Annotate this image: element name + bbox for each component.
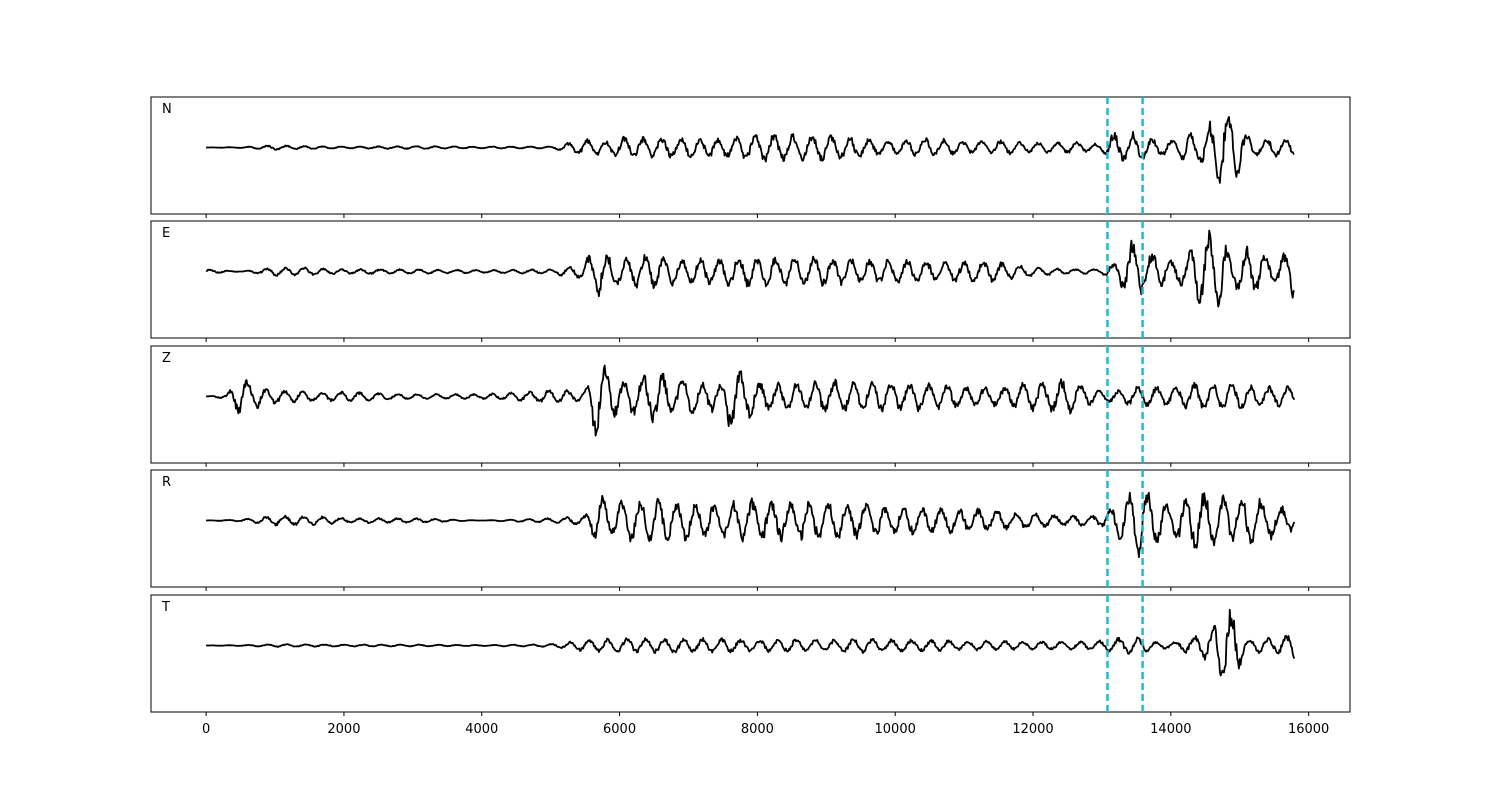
trace-panel-r: R — [150, 469, 1351, 591]
trace-panel-e: E — [150, 220, 1351, 342]
panel-label-r: R — [162, 475, 171, 490]
panel-frame — [150, 594, 1351, 713]
x-tick-label: 16000 — [1288, 722, 1329, 737]
waveform-line-n — [206, 116, 1295, 184]
panel-label-n: N — [162, 102, 172, 117]
trace-panel-n: N — [150, 96, 1351, 218]
panel-label-e: E — [162, 226, 170, 241]
x-tick-label: 14000 — [1150, 722, 1191, 737]
waveform-line-r — [206, 491, 1296, 558]
x-tick-label: 0 — [202, 722, 210, 737]
waveform-line-e — [205, 229, 1296, 308]
panel-frame — [150, 96, 1351, 215]
x-tick-label: 10000 — [875, 722, 916, 737]
trace-panel-t: T — [150, 594, 1351, 716]
x-tick-label: 2000 — [327, 722, 360, 737]
panel-label-t: T — [161, 600, 170, 615]
waveform-line-z — [206, 364, 1296, 437]
panel-label-z: Z — [162, 351, 171, 366]
x-tick-label: 6000 — [603, 722, 636, 737]
x-tick-label: 4000 — [465, 722, 498, 737]
x-tick-label: 12000 — [1012, 722, 1053, 737]
x-tick-label: 8000 — [741, 722, 774, 737]
panel-frame — [150, 469, 1351, 588]
trace-panel-z: Z — [150, 345, 1351, 467]
panel-frame — [150, 345, 1351, 464]
waveform-line-t — [206, 608, 1296, 677]
